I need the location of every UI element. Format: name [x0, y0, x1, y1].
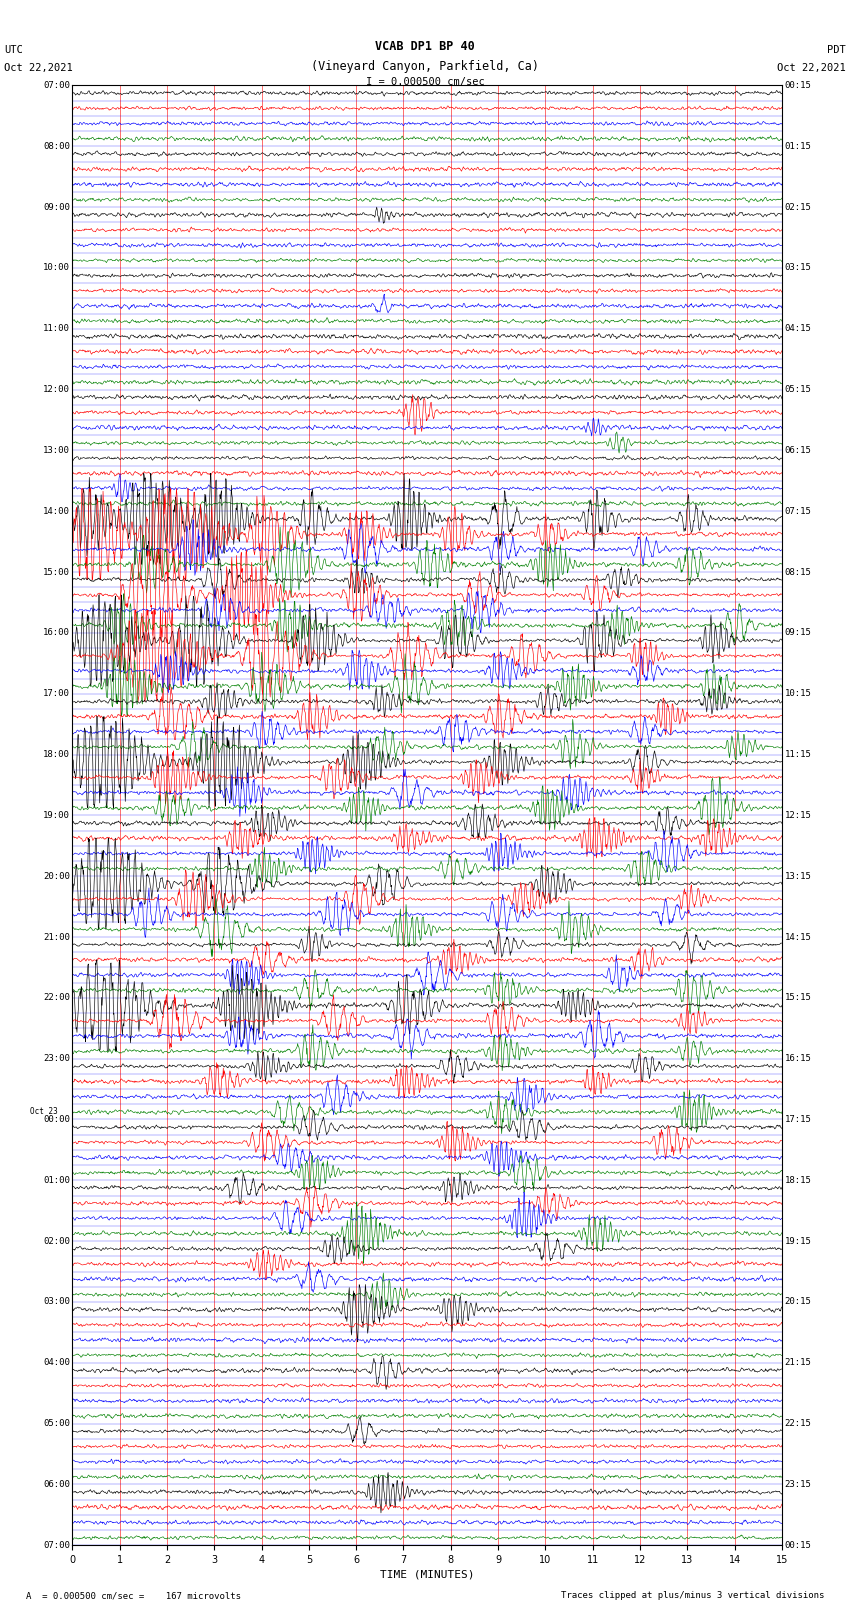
Text: 03:15: 03:15	[785, 263, 811, 273]
Text: 13:00: 13:00	[43, 445, 70, 455]
Text: 14:00: 14:00	[43, 506, 70, 516]
Text: 14:15: 14:15	[785, 932, 811, 942]
Text: 17:15: 17:15	[785, 1115, 811, 1124]
Text: 05:15: 05:15	[785, 386, 811, 394]
Text: Oct 22,2021: Oct 22,2021	[4, 63, 73, 73]
Text: Oct 23: Oct 23	[31, 1108, 58, 1116]
Text: Oct 22,2021: Oct 22,2021	[777, 63, 846, 73]
Text: 19:15: 19:15	[785, 1237, 811, 1245]
Text: 03:00: 03:00	[43, 1297, 70, 1307]
Text: 15:15: 15:15	[785, 994, 811, 1002]
Text: 23:00: 23:00	[43, 1055, 70, 1063]
Text: 00:15: 00:15	[785, 81, 811, 90]
X-axis label: TIME (MINUTES): TIME (MINUTES)	[380, 1569, 474, 1579]
Text: 02:15: 02:15	[785, 203, 811, 211]
Text: 17:00: 17:00	[43, 689, 70, 698]
Text: 11:15: 11:15	[785, 750, 811, 760]
Text: 04:00: 04:00	[43, 1358, 70, 1368]
Text: 12:15: 12:15	[785, 811, 811, 819]
Text: (Vineyard Canyon, Parkfield, Ca): (Vineyard Canyon, Parkfield, Ca)	[311, 60, 539, 73]
Text: 01:15: 01:15	[785, 142, 811, 150]
Text: 11:00: 11:00	[43, 324, 70, 334]
Text: 07:00: 07:00	[43, 81, 70, 90]
Text: 13:15: 13:15	[785, 871, 811, 881]
Text: PDT: PDT	[827, 45, 846, 55]
Text: 06:00: 06:00	[43, 1481, 70, 1489]
Text: I = 0.000500 cm/sec: I = 0.000500 cm/sec	[366, 77, 484, 87]
Text: 09:15: 09:15	[785, 629, 811, 637]
Text: 01:00: 01:00	[43, 1176, 70, 1186]
Text: 16:15: 16:15	[785, 1055, 811, 1063]
Text: 18:15: 18:15	[785, 1176, 811, 1186]
Text: 00:00: 00:00	[43, 1115, 70, 1124]
Text: VCAB DP1 BP 40: VCAB DP1 BP 40	[375, 40, 475, 53]
Text: 00:15: 00:15	[785, 1540, 811, 1550]
Text: 08:15: 08:15	[785, 568, 811, 576]
Text: 23:15: 23:15	[785, 1481, 811, 1489]
Text: 07:00: 07:00	[43, 1540, 70, 1550]
Text: UTC: UTC	[4, 45, 23, 55]
Text: 02:00: 02:00	[43, 1237, 70, 1245]
Text: 19:00: 19:00	[43, 811, 70, 819]
Text: 08:00: 08:00	[43, 142, 70, 150]
Text: 12:00: 12:00	[43, 386, 70, 394]
Text: A  = 0.000500 cm/sec =    167 microvolts: A = 0.000500 cm/sec = 167 microvolts	[26, 1590, 241, 1600]
Text: 10:00: 10:00	[43, 263, 70, 273]
Text: 15:00: 15:00	[43, 568, 70, 576]
Text: 09:00: 09:00	[43, 203, 70, 211]
Text: 16:00: 16:00	[43, 629, 70, 637]
Text: 05:00: 05:00	[43, 1419, 70, 1428]
Text: 04:15: 04:15	[785, 324, 811, 334]
Text: 18:00: 18:00	[43, 750, 70, 760]
Text: 07:15: 07:15	[785, 506, 811, 516]
Text: 21:00: 21:00	[43, 932, 70, 942]
Text: 06:15: 06:15	[785, 445, 811, 455]
Text: 22:00: 22:00	[43, 994, 70, 1002]
Text: Traces clipped at plus/minus 3 vertical divisions: Traces clipped at plus/minus 3 vertical …	[561, 1590, 824, 1600]
Text: 22:15: 22:15	[785, 1419, 811, 1428]
Text: 10:15: 10:15	[785, 689, 811, 698]
Text: 21:15: 21:15	[785, 1358, 811, 1368]
Text: 20:00: 20:00	[43, 871, 70, 881]
Text: 20:15: 20:15	[785, 1297, 811, 1307]
